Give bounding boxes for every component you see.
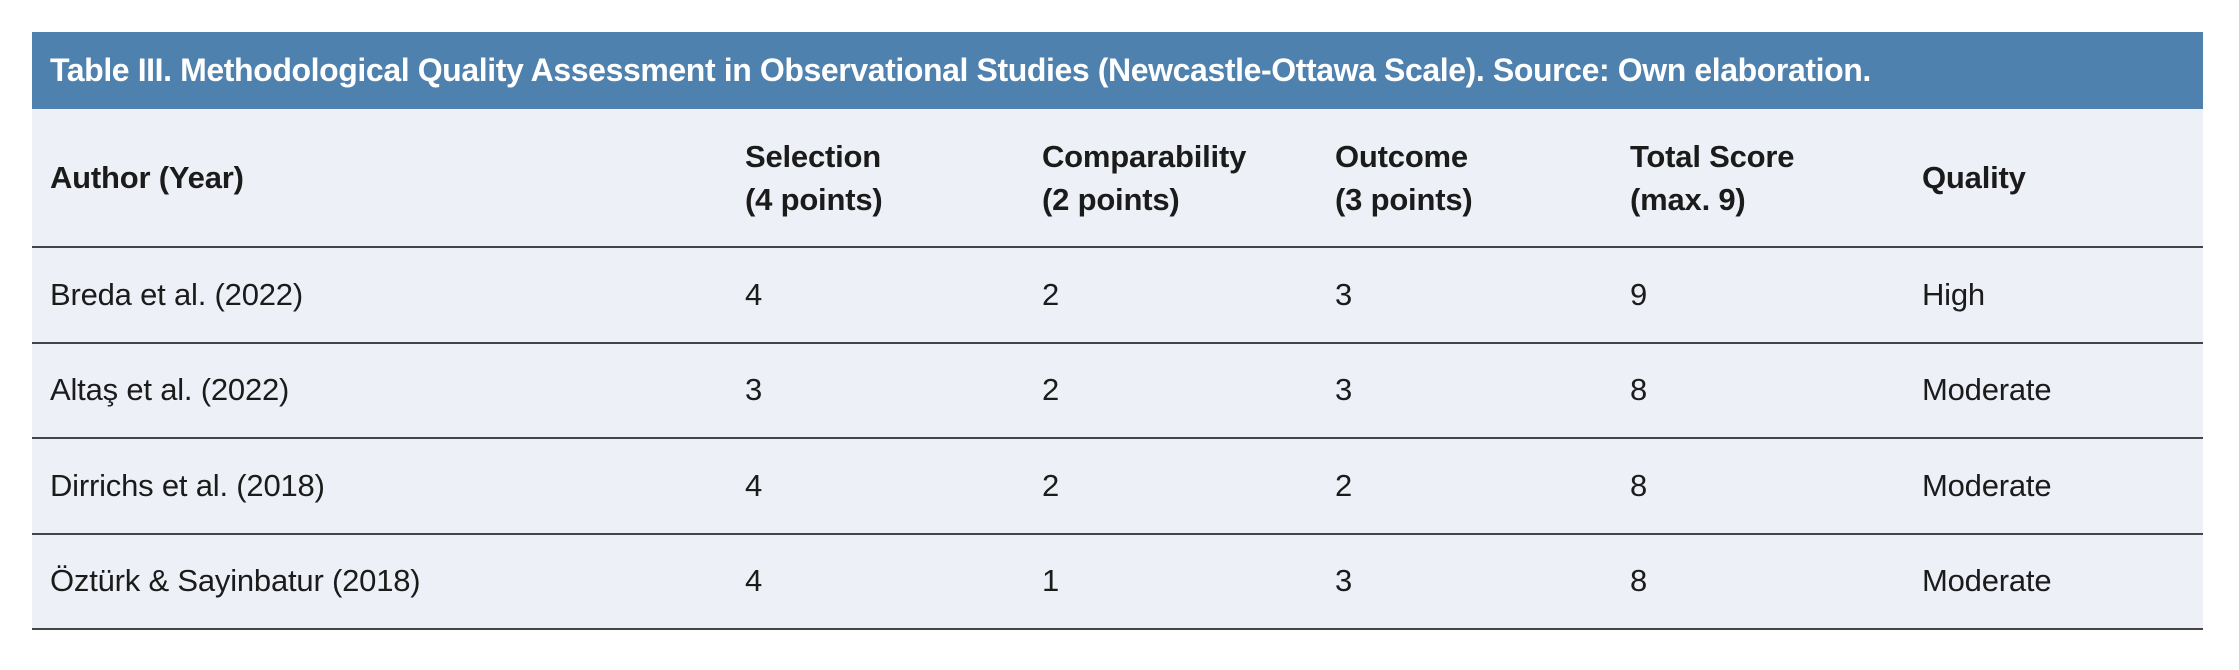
column-header-selection: Selection (4 points): [745, 109, 1042, 246]
table-title: Table III. Methodological Quality Assess…: [50, 52, 1871, 88]
cell-quality: Moderate: [1922, 372, 2052, 408]
cell-author: Altaş et al. (2022): [50, 372, 290, 408]
column-header-quality: Quality: [1922, 109, 2203, 246]
column-header-selection-line1: Selection: [745, 138, 882, 174]
column-header-comparability-line1: Comparability: [1042, 138, 1247, 174]
cell-selection: 4: [745, 467, 763, 503]
column-header-outcome: Outcome (3 points): [1335, 109, 1630, 246]
table-row: Öztürk & Sayinbatur (2018) 4 1 3 8 Moder…: [32, 532, 2203, 628]
cell-total-score: 9: [1630, 276, 1648, 312]
cell-selection: 4: [745, 276, 763, 312]
column-header-comparability: Comparability (2 points): [1042, 109, 1335, 246]
cell-outcome: 3: [1335, 563, 1353, 599]
table-header-row: Author (Year) Selection (4 points) Compa…: [32, 109, 2203, 246]
column-header-total-score-line2: (max. 9): [1630, 181, 1746, 217]
cell-selection: 4: [745, 563, 763, 599]
table-row: Altaş et al. (2022) 3 2 3 8 Moderate: [32, 341, 2203, 437]
column-header-total-score-line1: Total Score: [1630, 138, 1795, 174]
column-header-outcome-line1: Outcome: [1335, 138, 1468, 174]
column-header-author-line1: Author (Year): [50, 160, 244, 195]
cell-comparability: 2: [1042, 372, 1060, 408]
cell-outcome: 3: [1335, 372, 1353, 408]
cell-total-score: 8: [1630, 563, 1648, 599]
column-header-comparability-line2: (2 points): [1042, 181, 1180, 217]
column-header-selection-line2: (4 points): [745, 181, 883, 217]
quality-assessment-table: Table III. Methodological Quality Assess…: [32, 32, 2203, 630]
cell-quality: High: [1922, 276, 1985, 312]
cell-outcome: 3: [1335, 276, 1353, 312]
cell-comparability: 2: [1042, 276, 1060, 312]
cell-author: Dirrichs et al. (2018): [50, 467, 325, 503]
column-header-author: Author (Year): [50, 109, 745, 246]
cell-total-score: 8: [1630, 372, 1648, 408]
cell-total-score: 8: [1630, 467, 1648, 503]
cell-quality: Moderate: [1922, 467, 2052, 503]
column-header-total-score: Total Score (max. 9): [1630, 109, 1922, 246]
cell-comparability: 2: [1042, 467, 1060, 503]
cell-quality: Moderate: [1922, 563, 2052, 599]
cell-author: Öztürk & Sayinbatur (2018): [50, 563, 421, 599]
table-title-bar: Table III. Methodological Quality Assess…: [32, 32, 2203, 109]
cell-comparability: 1: [1042, 563, 1060, 599]
column-header-quality-line1: Quality: [1922, 160, 2026, 195]
column-header-outcome-line2: (3 points): [1335, 181, 1473, 217]
cell-selection: 3: [745, 372, 763, 408]
cell-outcome: 2: [1335, 467, 1353, 503]
table-row: Breda et al. (2022) 4 2 3 9 High: [32, 246, 2203, 342]
table-row: Dirrichs et al. (2018) 4 2 2 8 Moderate: [32, 437, 2203, 533]
cell-author: Breda et al. (2022): [50, 276, 303, 312]
